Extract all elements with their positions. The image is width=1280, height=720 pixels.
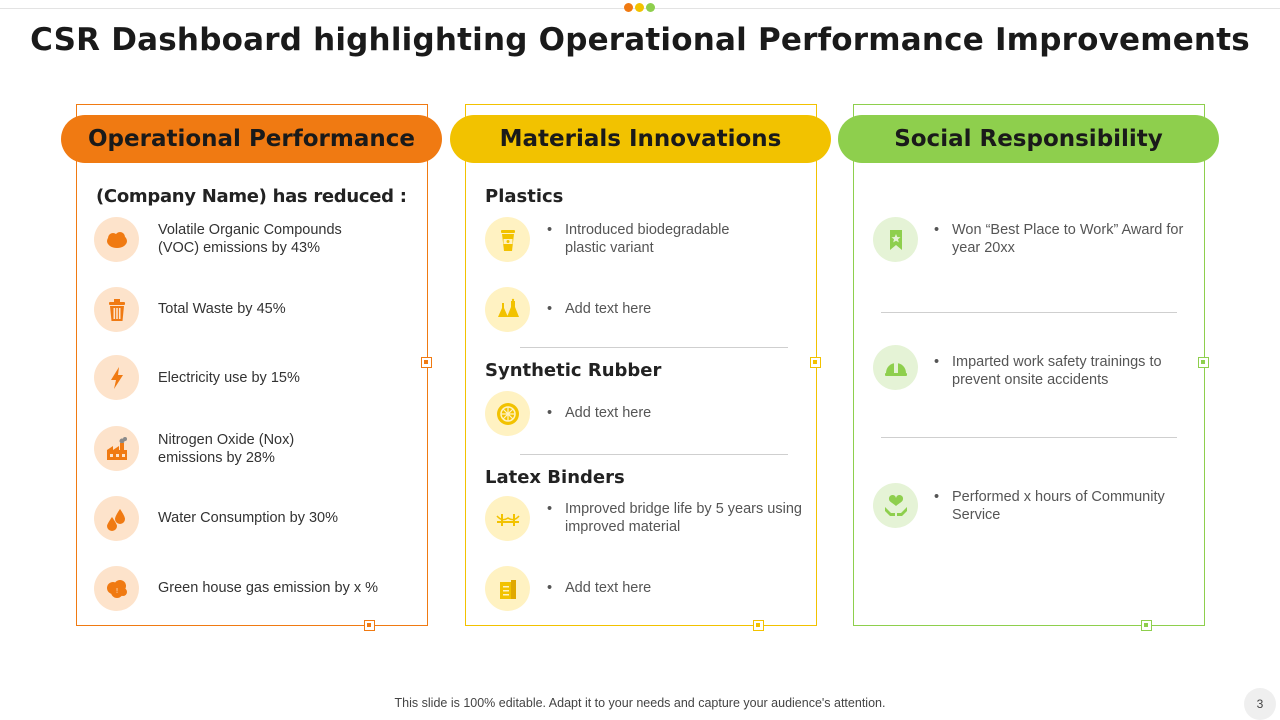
award-ribbon-icon [873, 217, 918, 262]
page-number: 3 [1244, 688, 1276, 720]
operational-item-electricity: Electricity use by 15% [158, 370, 300, 386]
decorative-dots [624, 3, 655, 12]
operational-panel: .c1::after{} [76, 104, 432, 631]
safety-helmet-icon [873, 345, 918, 390]
water-drops-icon [94, 496, 139, 541]
svg-text:!: ! [115, 587, 118, 595]
materials-panel [465, 104, 821, 631]
plastics-item-1: Introduced biodegradable plastic variant [547, 221, 767, 257]
flasks-icon [485, 287, 530, 332]
latex-binders-item-1: Improved bridge life by 5 years using im… [547, 500, 817, 536]
materials-divider-2 [520, 454, 788, 455]
social-divider-1 [881, 312, 1177, 313]
operational-header: Operational Performance [61, 115, 442, 163]
operational-item-voc: Volatile Organic Compounds (VOC) emissio… [158, 222, 342, 256]
materials-divider-1 [520, 347, 788, 348]
social-item-safety: Imparted work safety trainings to preven… [934, 353, 1184, 389]
synthetic-rubber-item-1: Add text here [547, 404, 767, 422]
bridge-icon [485, 496, 530, 541]
social-panel [853, 104, 1209, 631]
heart-hands-icon [873, 483, 918, 528]
social-divider-2 [881, 437, 1177, 438]
latex-binders-item-2: Add text here [547, 579, 767, 597]
operational-item-waste: Total Waste by 45% [158, 301, 286, 317]
operational-item-ghg: Green house gas emission by x % [158, 580, 379, 596]
synthetic-rubber-heading: Synthetic Rubber [485, 360, 662, 381]
building-icon [485, 566, 530, 611]
footer-note: This slide is 100% editable. Adapt it to… [394, 696, 886, 710]
latex-binders-heading: Latex Binders [485, 467, 625, 488]
plastics-item-2: Add text here [547, 300, 767, 318]
cup-icon [485, 217, 530, 262]
plastics-heading: Plastics [485, 186, 564, 207]
social-item-award: Won “Best Place to Work” Award for year … [934, 221, 1196, 257]
operational-intro: (Company Name) has reduced : [96, 186, 407, 207]
gas-cloud-icon: ! [94, 566, 139, 611]
operational-item-nox: Nitrogen Oxide (Nox) emissions by 28% [158, 432, 295, 466]
factory-icon [94, 426, 139, 471]
operational-item-water: Water Consumption by 30% [158, 510, 338, 526]
social-item-community: Performed x hours of Community Service [934, 488, 1184, 524]
cloud-icon [94, 217, 139, 262]
tire-icon [485, 391, 530, 436]
slide-title: CSR Dashboard highlighting Operational P… [30, 22, 1250, 58]
trash-bin-icon [94, 287, 139, 332]
lightning-icon [94, 355, 139, 400]
social-header: Social Responsibility [838, 115, 1219, 163]
materials-header: Materials Innovations [450, 115, 831, 163]
